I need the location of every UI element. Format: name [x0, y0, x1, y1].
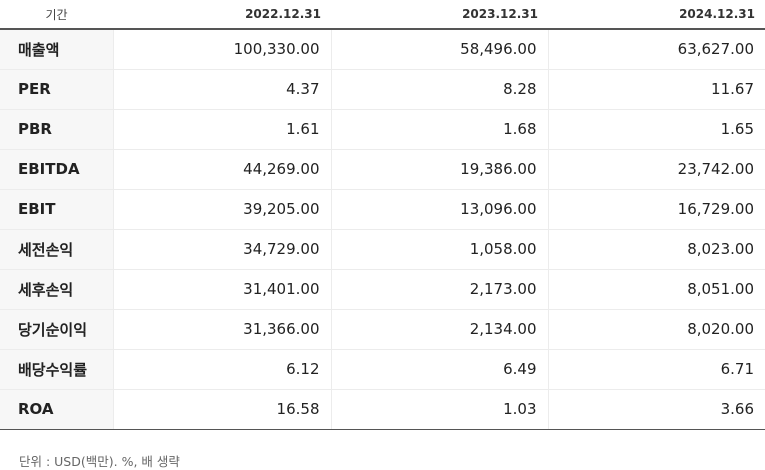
- table-row: EBIT 39,205.00 13,096.00 16,729.00: [0, 189, 765, 230]
- cell-value: 1,058.00: [331, 228, 549, 270]
- cell-value: 13,096.00: [331, 189, 549, 230]
- cell-value: 8,051.00: [548, 269, 765, 310]
- cell-value: 11.67: [548, 69, 765, 110]
- cell-value: 58,496.00: [331, 29, 549, 70]
- cell-value: 19,386.00: [331, 149, 549, 190]
- row-label: 매출액: [0, 29, 114, 70]
- row-label: 세후손익: [0, 269, 114, 310]
- cell-value: 1.68: [331, 109, 549, 150]
- cell-value: 1.03: [331, 389, 549, 430]
- cell-value: 3.66: [548, 389, 765, 430]
- table-row: ROA 16.58 1.03 3.66: [0, 389, 765, 430]
- row-label: EBITDA: [0, 149, 114, 190]
- table-row: 세후손익 31,401.00 2,173.00 8,051.00: [0, 269, 765, 310]
- financial-table: 기간 2022.12.31 2023.12.31 2024.12.31 매출액 …: [0, 0, 765, 430]
- cell-value: 31,366.00: [113, 309, 332, 350]
- cell-value: 8,023.00: [548, 228, 765, 270]
- period-header-2024: 2024.12.31: [548, 0, 765, 30]
- cell-value: 31,401.00: [113, 269, 332, 310]
- unit-footnote: 단위 : USD(백만). %, 배 생략: [19, 454, 180, 469]
- row-label: 당기순이익: [0, 309, 114, 350]
- cell-value: 2,173.00: [331, 269, 549, 310]
- row-label: PBR: [0, 109, 114, 150]
- period-header-label: 기간: [0, 0, 113, 30]
- cell-value: 2,134.00: [331, 309, 549, 350]
- period-header-2022: 2022.12.31: [113, 0, 331, 30]
- cell-value: 8,020.00: [548, 309, 765, 350]
- table-row: 세전손익 34,729.00 1,058.00 8,023.00: [0, 228, 765, 270]
- cell-value: 6.71: [548, 349, 765, 390]
- row-label: 세전손익: [0, 228, 114, 270]
- cell-value: 63,627.00: [548, 29, 765, 70]
- cell-value: 16.58: [113, 389, 332, 430]
- table-row: 배당수익률 6.12 6.49 6.71: [0, 349, 765, 390]
- cell-value: 1.61: [113, 109, 332, 150]
- cell-value: 44,269.00: [113, 149, 332, 190]
- cell-value: 100,330.00: [113, 29, 332, 70]
- cell-value: 23,742.00: [548, 149, 765, 190]
- table-header: 기간 2022.12.31 2023.12.31 2024.12.31: [0, 0, 765, 30]
- cell-value: 6.49: [331, 349, 549, 390]
- table-body: 매출액 100,330.00 58,496.00 63,627.00 PER 4…: [0, 29, 765, 430]
- cell-value: 4.37: [113, 69, 332, 110]
- table-row: 매출액 100,330.00 58,496.00 63,627.00: [0, 29, 765, 70]
- cell-value: 39,205.00: [113, 189, 332, 230]
- cell-value: 8.28: [331, 69, 549, 110]
- period-header-2023: 2023.12.31: [331, 0, 548, 30]
- cell-value: 1.65: [548, 109, 765, 150]
- table-row: PBR 1.61 1.68 1.65: [0, 109, 765, 150]
- row-label: 배당수익률: [0, 349, 114, 390]
- cell-value: 6.12: [113, 349, 332, 390]
- table-row: PER 4.37 8.28 11.67: [0, 69, 765, 110]
- row-label: ROA: [0, 389, 114, 430]
- row-label: PER: [0, 69, 114, 110]
- cell-value: 34,729.00: [113, 228, 332, 270]
- header-row: 기간 2022.12.31 2023.12.31 2024.12.31: [0, 0, 765, 30]
- row-label: EBIT: [0, 189, 114, 230]
- cell-value: 16,729.00: [548, 189, 765, 230]
- table-row: 당기순이익 31,366.00 2,134.00 8,020.00: [0, 309, 765, 350]
- table-row: EBITDA 44,269.00 19,386.00 23,742.00: [0, 149, 765, 190]
